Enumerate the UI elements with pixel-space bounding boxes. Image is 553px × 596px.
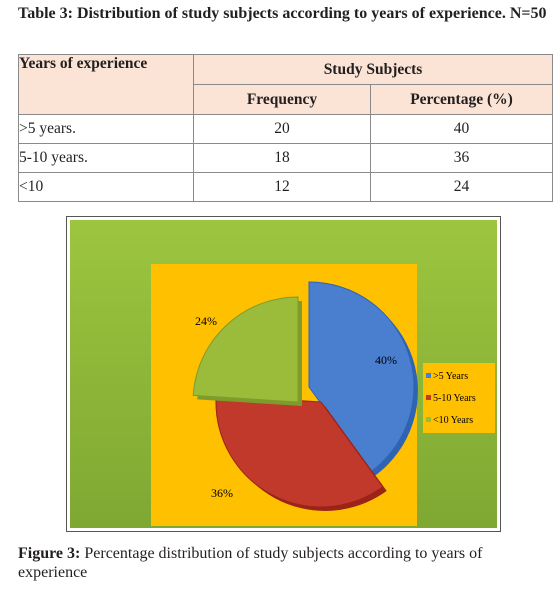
table-title: Table 3: Distribution of study subjects …	[18, 5, 547, 22]
legend-label: >5 Years	[433, 371, 468, 382]
row-frequency: 12	[193, 172, 371, 202]
legend-label: <10 Years	[433, 415, 473, 426]
figure-caption: Figure 3: Percentage distribution of stu…	[18, 544, 553, 582]
pie-slice	[215, 394, 384, 508]
pie-data-label: 36%	[211, 486, 233, 500]
legend-background	[423, 363, 495, 433]
header-percentage: Percentage (%)	[370, 84, 553, 115]
row-percentage: 40	[370, 114, 553, 144]
pie-slice	[308, 281, 415, 473]
row-label: >5 years.	[18, 114, 194, 144]
pie-data-label: 40%	[375, 353, 397, 367]
caption-text: Percentage distribution of study subject…	[18, 545, 483, 581]
chart-legend: >5 Years 5-10 Years <10 Years	[423, 363, 495, 433]
pie-data-label: 24%	[195, 314, 217, 328]
data-table: Years of experience Study Subjects Frequ…	[18, 54, 553, 202]
caption-label: Figure 3:	[18, 545, 81, 562]
header-years: Years of experience	[18, 54, 194, 115]
row-frequency: 20	[193, 114, 371, 144]
table-row: 5-10 years. 18 36	[18, 143, 553, 173]
legend-swatch	[426, 395, 431, 400]
header-frequency: Frequency	[193, 84, 371, 115]
legend-label: 5-10 Years	[433, 393, 476, 404]
row-label: <10	[18, 172, 194, 202]
row-frequency: 18	[193, 143, 371, 173]
row-label: 5-10 years.	[18, 143, 194, 173]
pie-slice	[192, 296, 299, 403]
row-percentage: 36	[370, 143, 553, 173]
pie-chart-figure: 40% 36% 24% >5 Years 5-10 Years <10 Years	[66, 216, 501, 532]
legend-swatch	[426, 417, 431, 422]
header-study-subjects: Study Subjects	[193, 54, 553, 85]
legend-swatch	[426, 373, 431, 378]
row-percentage: 24	[370, 172, 553, 202]
pie-chart: 40% 36% 24% >5 Years 5-10 Years <10 Years	[70, 220, 497, 528]
table-row: <10 12 24	[18, 172, 553, 202]
table-row: >5 years. 20 40	[18, 114, 553, 144]
